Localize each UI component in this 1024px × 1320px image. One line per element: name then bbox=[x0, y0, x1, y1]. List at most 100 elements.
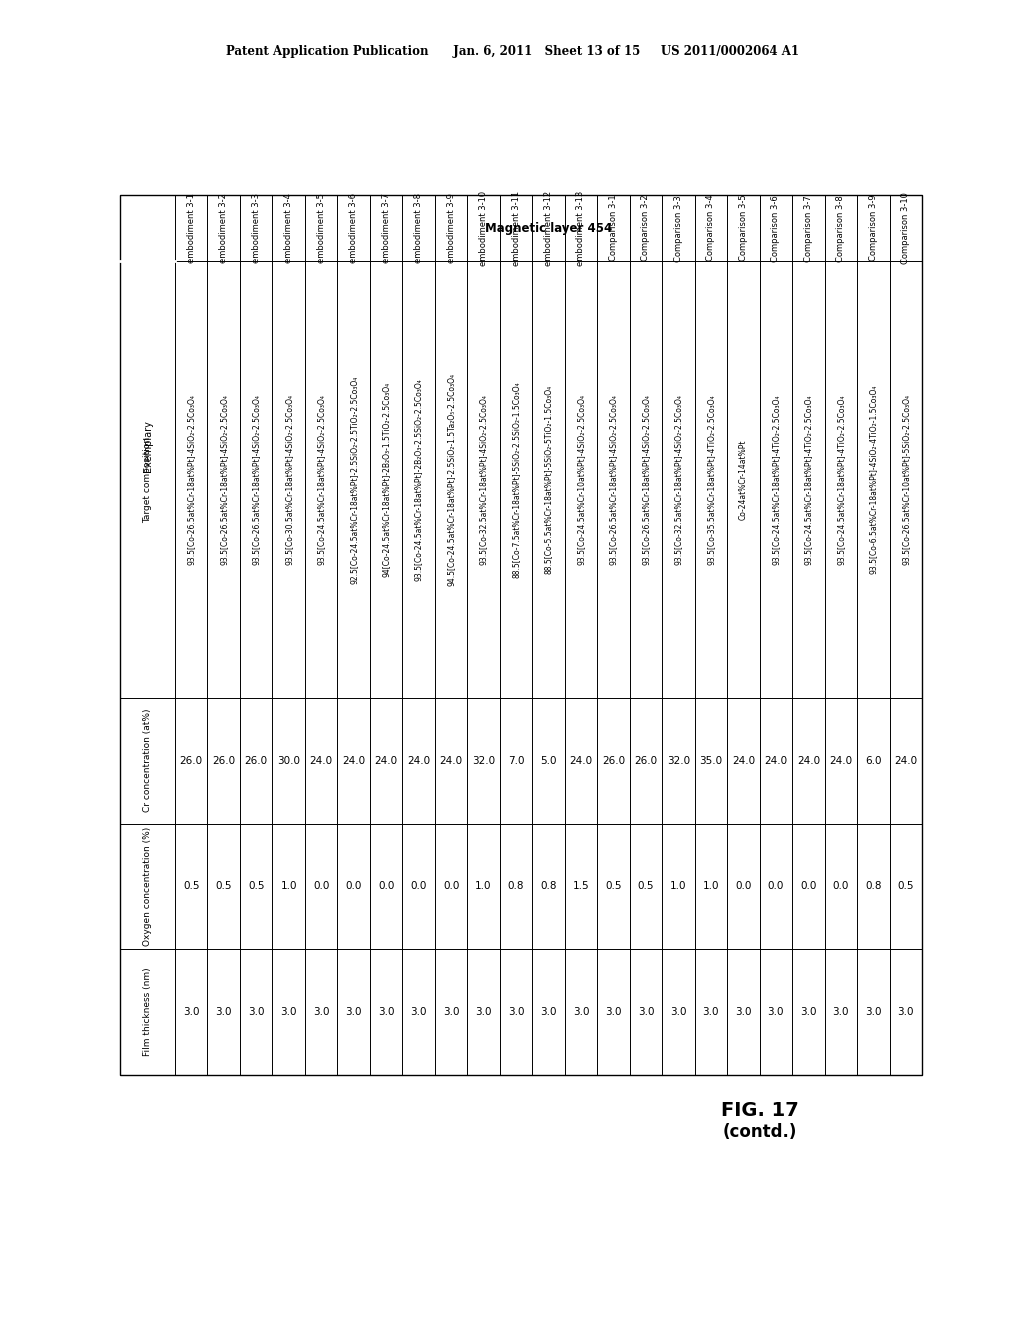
Text: 0.0: 0.0 bbox=[442, 882, 459, 891]
Text: 0.5: 0.5 bbox=[248, 882, 264, 891]
Text: 0.8: 0.8 bbox=[541, 882, 557, 891]
Text: 3.0: 3.0 bbox=[702, 1007, 719, 1018]
Text: 93.5[Co-30.5at%Cr-18at%Pt]-4SiO₂-2.5Co₃O₄: 93.5[Co-30.5at%Cr-18at%Pt]-4SiO₂-2.5Co₃O… bbox=[285, 395, 293, 565]
Text: 94[Co-24.5at%Cr-18at%Pt]-2B₂O₃-1.5TiO₂-2.5Co₃O₄: 94[Co-24.5at%Cr-18at%Pt]-2B₂O₃-1.5TiO₂-2… bbox=[382, 381, 390, 577]
Text: 6.0: 6.0 bbox=[865, 756, 882, 766]
Text: (contd.): (contd.) bbox=[723, 1123, 798, 1140]
Text: 3.0: 3.0 bbox=[897, 1007, 914, 1018]
Text: 24.0: 24.0 bbox=[829, 756, 852, 766]
Text: 3.0: 3.0 bbox=[345, 1007, 361, 1018]
Text: 26.0: 26.0 bbox=[635, 756, 657, 766]
Text: 93.5[Co-32.5at%Cr-18at%Pt]-4SiO₂-2.5Co₃O₄: 93.5[Co-32.5at%Cr-18at%Pt]-4SiO₂-2.5Co₃O… bbox=[479, 395, 488, 565]
Text: 24.0: 24.0 bbox=[375, 756, 397, 766]
Text: 0.8: 0.8 bbox=[508, 882, 524, 891]
Text: Cr concentration (at%): Cr concentration (at%) bbox=[143, 709, 152, 813]
Text: 0.0: 0.0 bbox=[411, 882, 427, 891]
Text: 0.5: 0.5 bbox=[605, 882, 622, 891]
Text: 93.5[Co-6.5at%Cr-18at%Pt]-4SiO₂-4TiO₂-1.5Co₃O₄: 93.5[Co-6.5at%Cr-18at%Pt]-4SiO₂-4TiO₂-1.… bbox=[868, 385, 878, 574]
Text: 0.0: 0.0 bbox=[833, 882, 849, 891]
Text: embodiment 3-11: embodiment 3-11 bbox=[512, 190, 520, 265]
Text: Comparison 3-6: Comparison 3-6 bbox=[771, 195, 780, 261]
Text: 3.0: 3.0 bbox=[508, 1007, 524, 1018]
Text: 93.5[Co-35.5at%Cr-18at%Pt]-4TiO₂-2.5Co₃O₄: 93.5[Co-35.5at%Cr-18at%Pt]-4TiO₂-2.5Co₃O… bbox=[707, 395, 716, 565]
Text: 93.5[Co-24.5at%Cr-18at%Pt]-4TiO₂-2.5Co₃O₄: 93.5[Co-24.5at%Cr-18at%Pt]-4TiO₂-2.5Co₃O… bbox=[837, 395, 845, 565]
Text: 0.8: 0.8 bbox=[865, 882, 882, 891]
Text: 0.0: 0.0 bbox=[735, 882, 752, 891]
Text: 26.0: 26.0 bbox=[602, 756, 625, 766]
Text: 3.0: 3.0 bbox=[215, 1007, 232, 1018]
Text: FIG. 17: FIG. 17 bbox=[721, 1101, 799, 1119]
Text: 93.5[Co-26.5at%Cr-10at%Pt]-5SiO₂-2.5Co₃O₄: 93.5[Co-26.5at%Cr-10at%Pt]-5SiO₂-2.5Co₃O… bbox=[901, 395, 910, 565]
Text: embodiment 3-1: embodiment 3-1 bbox=[186, 193, 196, 263]
Text: embodiment 3-10: embodiment 3-10 bbox=[479, 190, 488, 265]
Text: 93.5[Co-26.5at%Cr-18at%Pt]-4SiO₂-2.5Co₃O₄: 93.5[Co-26.5at%Cr-18at%Pt]-4SiO₂-2.5Co₃O… bbox=[219, 395, 228, 565]
Text: 0.0: 0.0 bbox=[378, 882, 394, 891]
Text: 93.5[Co-24.5at%Cr-18at%Pt]-4SiO₂-2.5Co₃O₄: 93.5[Co-24.5at%Cr-18at%Pt]-4SiO₂-2.5Co₃O… bbox=[316, 395, 326, 565]
Text: 93.5[Co-26.5at%Cr-18at%Pt]-4SiO₂-2.5Co₃O₄: 93.5[Co-26.5at%Cr-18at%Pt]-4SiO₂-2.5Co₃O… bbox=[609, 395, 617, 565]
Text: 88.5[Co-5.5at%Cr-18at%Pt]-5SiO₂-5TiO₂-1.5Co₃O₄: 88.5[Co-5.5at%Cr-18at%Pt]-5SiO₂-5TiO₂-1.… bbox=[544, 385, 553, 574]
Text: 24.0: 24.0 bbox=[797, 756, 820, 766]
Text: 3.0: 3.0 bbox=[572, 1007, 589, 1018]
Text: 26.0: 26.0 bbox=[245, 756, 267, 766]
Text: embodiment 3-8: embodiment 3-8 bbox=[414, 193, 423, 263]
Text: Oxygen concentration (%): Oxygen concentration (%) bbox=[143, 826, 152, 946]
Text: 3.0: 3.0 bbox=[541, 1007, 557, 1018]
Text: embodiment 3-12: embodiment 3-12 bbox=[544, 190, 553, 265]
Text: 5.0: 5.0 bbox=[541, 756, 557, 766]
Text: embodiment 3-4: embodiment 3-4 bbox=[285, 193, 293, 263]
Text: Comparison 3-9: Comparison 3-9 bbox=[868, 195, 878, 261]
Text: 24.0: 24.0 bbox=[407, 756, 430, 766]
Text: 24.0: 24.0 bbox=[732, 756, 755, 766]
Text: Exemplary: Exemplary bbox=[142, 421, 153, 473]
Text: Comparison 3-4: Comparison 3-4 bbox=[707, 195, 716, 261]
Text: 93.5[Co-24.5at%Cr-18at%Pt]-4TiO₂-2.5Co₃O₄: 93.5[Co-24.5at%Cr-18at%Pt]-4TiO₂-2.5Co₃O… bbox=[771, 395, 780, 565]
Text: Patent Application Publication      Jan. 6, 2011   Sheet 13 of 15     US 2011/00: Patent Application Publication Jan. 6, 2… bbox=[225, 45, 799, 58]
Text: 0.5: 0.5 bbox=[215, 882, 232, 891]
Text: 3.0: 3.0 bbox=[248, 1007, 264, 1018]
Text: 93.5[Co-24.5at%Cr-10at%Pt]-4SiO₂-2.5Co₃O₄: 93.5[Co-24.5at%Cr-10at%Pt]-4SiO₂-2.5Co₃O… bbox=[577, 395, 586, 565]
Text: 94.5[Co-24.5at%Cr-18at%Pt]-2.5SiO₂-1.5Ta₂O₅-2.5Co₃O₄: 94.5[Co-24.5at%Cr-18at%Pt]-2.5SiO₂-1.5Ta… bbox=[446, 374, 456, 586]
Text: 1.0: 1.0 bbox=[475, 882, 492, 891]
Text: 93.5[Co-26.5at%Cr-18at%Pt]-4SiO₂-2.5Co₃O₄: 93.5[Co-26.5at%Cr-18at%Pt]-4SiO₂-2.5Co₃O… bbox=[641, 395, 650, 565]
Text: embodiment 3-13: embodiment 3-13 bbox=[577, 190, 586, 265]
Text: 1.0: 1.0 bbox=[670, 882, 687, 891]
Text: 0.0: 0.0 bbox=[345, 882, 361, 891]
Text: 1.0: 1.0 bbox=[702, 882, 719, 891]
Text: 0.5: 0.5 bbox=[897, 882, 914, 891]
Text: 0.0: 0.0 bbox=[800, 882, 816, 891]
Text: 24.0: 24.0 bbox=[764, 756, 787, 766]
Text: Comparison 3-8: Comparison 3-8 bbox=[837, 195, 845, 261]
Text: 3.0: 3.0 bbox=[833, 1007, 849, 1018]
Text: 24.0: 24.0 bbox=[894, 756, 918, 766]
Text: 24.0: 24.0 bbox=[342, 756, 366, 766]
Text: 24.0: 24.0 bbox=[309, 756, 333, 766]
Text: 3.0: 3.0 bbox=[475, 1007, 492, 1018]
Text: 3.0: 3.0 bbox=[183, 1007, 200, 1018]
Text: embodiment 3-6: embodiment 3-6 bbox=[349, 193, 358, 263]
Text: 3.0: 3.0 bbox=[800, 1007, 816, 1018]
Text: 93.5[Co-26.5at%Cr-18at%Pt]-4SiO₂-2.5Co₃O₄: 93.5[Co-26.5at%Cr-18at%Pt]-4SiO₂-2.5Co₃O… bbox=[186, 395, 196, 565]
Text: 24.0: 24.0 bbox=[569, 756, 593, 766]
Text: 24.0: 24.0 bbox=[439, 756, 463, 766]
Text: 35.0: 35.0 bbox=[699, 756, 723, 766]
Text: Comparison 3-5: Comparison 3-5 bbox=[739, 195, 748, 261]
Text: 30.0: 30.0 bbox=[278, 756, 300, 766]
Text: 3.0: 3.0 bbox=[638, 1007, 654, 1018]
Text: Comparison 3-3: Comparison 3-3 bbox=[674, 195, 683, 261]
Text: Magnetic layer 454: Magnetic layer 454 bbox=[485, 222, 612, 235]
Text: 0.0: 0.0 bbox=[768, 882, 784, 891]
Text: Co-24at%Cr-14at%Pt: Co-24at%Cr-14at%Pt bbox=[739, 440, 748, 520]
Text: 88.5[Co-7.5at%Cr-18at%Pt]-5SiO₂-2.5SiO₂-1.5Co₃O₄: 88.5[Co-7.5at%Cr-18at%Pt]-5SiO₂-2.5SiO₂-… bbox=[512, 381, 520, 578]
Text: 3.0: 3.0 bbox=[605, 1007, 622, 1018]
Text: 3.0: 3.0 bbox=[442, 1007, 460, 1018]
Text: Film thickness (nm): Film thickness (nm) bbox=[143, 968, 152, 1056]
Text: 93.5[Co-26.5at%Cr-18at%Pt]-4SiO₂-2.5Co₃O₄: 93.5[Co-26.5at%Cr-18at%Pt]-4SiO₂-2.5Co₃O… bbox=[252, 395, 261, 565]
Text: 3.0: 3.0 bbox=[313, 1007, 330, 1018]
Text: 3.0: 3.0 bbox=[670, 1007, 687, 1018]
Text: 3.0: 3.0 bbox=[378, 1007, 394, 1018]
Text: 3.0: 3.0 bbox=[735, 1007, 752, 1018]
Text: 3.0: 3.0 bbox=[281, 1007, 297, 1018]
Text: Comparison 3-2: Comparison 3-2 bbox=[641, 195, 650, 261]
Text: 1.5: 1.5 bbox=[572, 882, 589, 891]
Text: Comparison 3-10: Comparison 3-10 bbox=[901, 193, 910, 264]
